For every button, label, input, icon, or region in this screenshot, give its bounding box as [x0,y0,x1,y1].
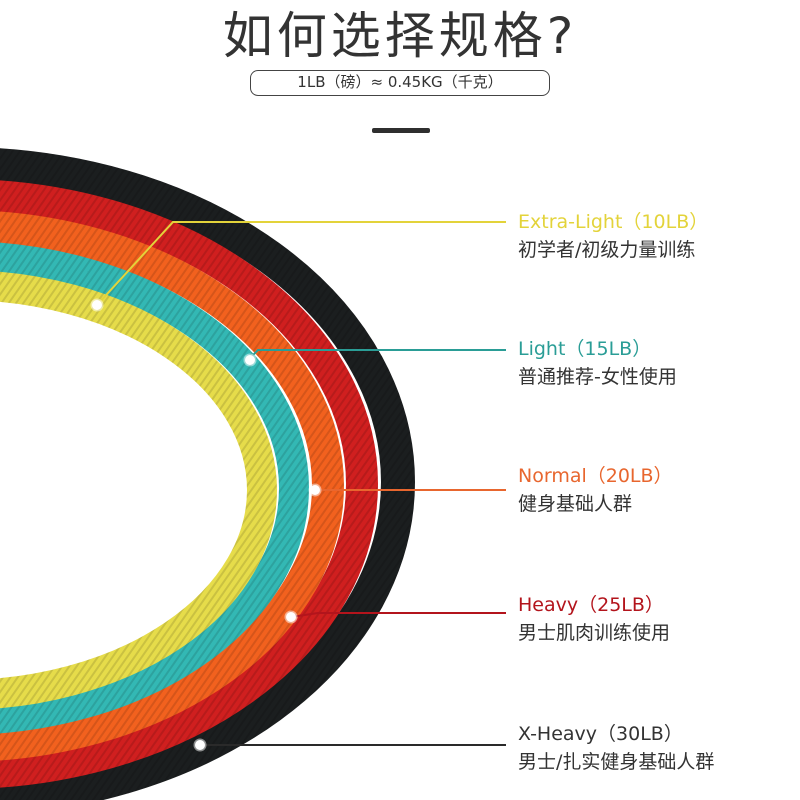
spec-desc: 男士/扎实健身基础人群 [518,751,715,773]
cord-normal [0,211,344,761]
spec-desc: 男士肌肉训练使用 [518,622,671,644]
cord-light [0,242,309,734]
page-title: 如何选择规格? [222,7,578,65]
spec-extra-light: Extra-Light（10LB） 初学者/初级力量训练 [518,210,708,263]
spec-name: X-Heavy（30LB） [518,723,683,745]
spec-name: Normal（20LB） [518,465,673,487]
marker-dot-extra-light [90,298,104,312]
spec-name: Extra-Light（10LB） [518,211,709,233]
cord-extra-light [0,271,277,709]
cord-heavy [0,180,378,788]
leader-line-extra-light [96,221,506,306]
spec-name: Heavy（25LB） [518,594,664,616]
spec-normal: Normal（20LB） 健身基础人群 [518,464,673,517]
marker-dot-normal [308,483,322,497]
spec-light: Light（15LB） 普通推荐-女性使用 [518,337,677,390]
spec-desc: 普通推荐-女性使用 [518,366,677,388]
unit-conversion-badge: 1LB（磅）≈ 0.45KG（千克） [250,70,550,96]
cord-x-heavy [0,148,415,800]
spec-desc: 健身基础人群 [518,493,633,515]
spec-desc: 初学者/初级力量训练 [518,239,696,261]
marker-dot-light [243,353,257,367]
divider-bar [372,128,430,133]
marker-dot-heavy [284,610,298,624]
leader-line-heavy [290,612,506,618]
spec-name: Light（15LB） [518,338,652,360]
spec-heavy: Heavy（25LB） 男士肌肉训练使用 [518,593,670,646]
spec-x-heavy: X-Heavy（30LB） 男士/扎实健身基础人群 [518,722,714,775]
marker-dot-x-heavy [193,738,207,752]
